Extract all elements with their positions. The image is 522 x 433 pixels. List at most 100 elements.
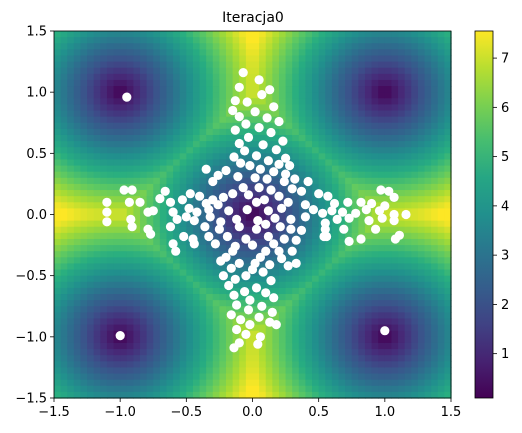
heatmap-cell (219, 129, 226, 136)
heatmap-cell (120, 380, 127, 387)
heatmap-cell (200, 276, 207, 283)
heatmap-cell (411, 355, 418, 362)
heatmap-cell (385, 55, 392, 62)
scatter-point (122, 93, 131, 102)
heatmap-cell (67, 380, 74, 387)
heatmap-cell (127, 31, 134, 38)
heatmap-cell (345, 190, 352, 197)
heatmap-cell (100, 153, 107, 160)
heatmap-cell (80, 86, 87, 93)
heatmap-cell (61, 153, 68, 160)
heatmap-cell (385, 263, 392, 270)
heatmap-cell (206, 282, 213, 289)
heatmap-cell (107, 80, 114, 87)
heatmap-cell (140, 386, 147, 393)
heatmap-cell (186, 294, 193, 301)
heatmap-cell (133, 233, 140, 240)
heatmap-cell (398, 62, 405, 69)
heatmap-cell (114, 92, 121, 99)
heatmap-cell (266, 367, 273, 374)
heatmap-cell (292, 270, 299, 277)
heatmap-cell (180, 92, 187, 99)
heatmap-cell (259, 392, 266, 399)
heatmap-cell (418, 190, 425, 197)
heatmap-cell (153, 43, 160, 50)
heatmap-cell (279, 98, 286, 105)
heatmap-cell (54, 215, 61, 222)
heatmap-cell (272, 62, 279, 69)
heatmap-cell (74, 245, 81, 252)
heatmap-cell (94, 215, 101, 222)
y-tick-label: −0.5 (15, 269, 47, 284)
heatmap-cell (160, 380, 167, 387)
heatmap-cell (107, 337, 114, 344)
heatmap-cell (372, 166, 379, 173)
heatmap-cell (166, 80, 173, 87)
heatmap-cell (292, 312, 299, 319)
heatmap-cell (80, 184, 87, 191)
scatter-point (171, 247, 180, 256)
heatmap-cell (219, 184, 226, 191)
heatmap-cell (94, 104, 101, 111)
heatmap-cell (87, 129, 94, 136)
heatmap-cell (180, 129, 187, 136)
heatmap-cell (339, 123, 346, 130)
heatmap-cell (226, 355, 233, 362)
scatter-point (228, 189, 237, 198)
heatmap-cell (431, 104, 438, 111)
heatmap-cell (372, 141, 379, 148)
heatmap-cell (332, 123, 339, 130)
heatmap-cell (166, 62, 173, 69)
heatmap-cell (352, 263, 359, 270)
heatmap-cell (431, 147, 438, 154)
heatmap-cell (305, 343, 312, 350)
heatmap-cell (325, 380, 332, 387)
heatmap-cell (378, 312, 385, 319)
heatmap-cell (107, 380, 114, 387)
heatmap-cell (365, 349, 372, 356)
heatmap-cell (80, 135, 87, 142)
heatmap-cell (352, 129, 359, 136)
heatmap-cell (120, 153, 127, 160)
heatmap-cell (398, 166, 405, 173)
heatmap-cell (418, 276, 425, 283)
heatmap-cell (213, 129, 220, 136)
heatmap-cell (147, 239, 154, 246)
heatmap-cell (193, 141, 200, 148)
heatmap-cell (279, 300, 286, 307)
heatmap-cell (431, 361, 438, 368)
heatmap-cell (398, 355, 405, 362)
heatmap-cell (385, 276, 392, 283)
heatmap-cell (180, 270, 187, 277)
heatmap-cell (292, 202, 299, 209)
heatmap-cell (372, 312, 379, 319)
heatmap-cell (405, 92, 412, 99)
heatmap-cell (87, 239, 94, 246)
heatmap-cell (133, 43, 140, 50)
heatmap-cell (292, 153, 299, 160)
heatmap-cell (74, 227, 81, 234)
heatmap-cell (219, 92, 226, 99)
heatmap-cell (319, 104, 326, 111)
heatmap-cell (140, 104, 147, 111)
heatmap-cell (87, 196, 94, 203)
heatmap-cell (339, 117, 346, 124)
heatmap-cell (127, 37, 134, 44)
heatmap-cell (398, 117, 405, 124)
heatmap-cell (358, 300, 365, 307)
heatmap-cell (94, 184, 101, 191)
heatmap-cell (219, 337, 226, 344)
heatmap-cell (213, 318, 220, 325)
heatmap-cell (438, 141, 445, 148)
heatmap-cell (80, 215, 87, 222)
heatmap-cell (385, 349, 392, 356)
heatmap-cell (80, 239, 87, 246)
heatmap-cell (319, 37, 326, 44)
heatmap-cell (272, 80, 279, 87)
heatmap-cell (114, 172, 121, 179)
heatmap-cell (391, 355, 398, 362)
heatmap-cell (173, 282, 180, 289)
heatmap-cell (114, 361, 121, 368)
heatmap-cell (358, 367, 365, 374)
heatmap-cell (127, 117, 134, 124)
